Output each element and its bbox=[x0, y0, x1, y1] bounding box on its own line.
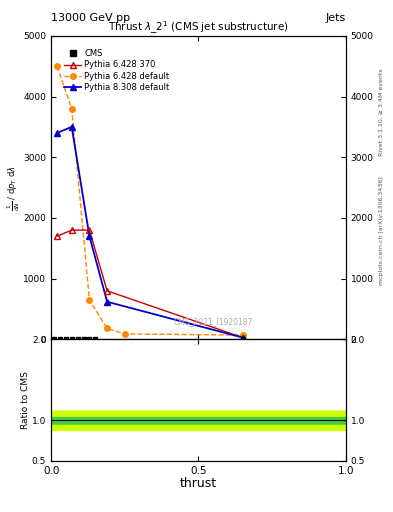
Y-axis label: Ratio to CMS: Ratio to CMS bbox=[22, 371, 31, 429]
X-axis label: thrust: thrust bbox=[180, 477, 217, 490]
Text: Jets: Jets bbox=[325, 13, 346, 23]
Text: Rivet 3.1.10, ≥ 3.4M events: Rivet 3.1.10, ≥ 3.4M events bbox=[379, 69, 384, 157]
Text: CMS_2021_I1920187: CMS_2021_I1920187 bbox=[174, 316, 253, 326]
Legend: CMS, Pythia 6.428 370, Pythia 6.428 default, Pythia 8.308 default: CMS, Pythia 6.428 370, Pythia 6.428 defa… bbox=[61, 46, 173, 95]
Title: Thrust $\lambda\_2^1$ (CMS jet substructure): Thrust $\lambda\_2^1$ (CMS jet substruct… bbox=[108, 19, 289, 36]
Text: mcplots.cern.ch [arXiv:1306.3436]: mcplots.cern.ch [arXiv:1306.3436] bbox=[379, 176, 384, 285]
Text: 13000 GeV pp: 13000 GeV pp bbox=[51, 13, 130, 23]
Y-axis label: $\frac{1}{\mathrm{d}N}$ / $\mathrm{d}p_\mathrm{T}$ $\mathrm{d}\lambda$: $\frac{1}{\mathrm{d}N}$ / $\mathrm{d}p_\… bbox=[6, 165, 22, 210]
